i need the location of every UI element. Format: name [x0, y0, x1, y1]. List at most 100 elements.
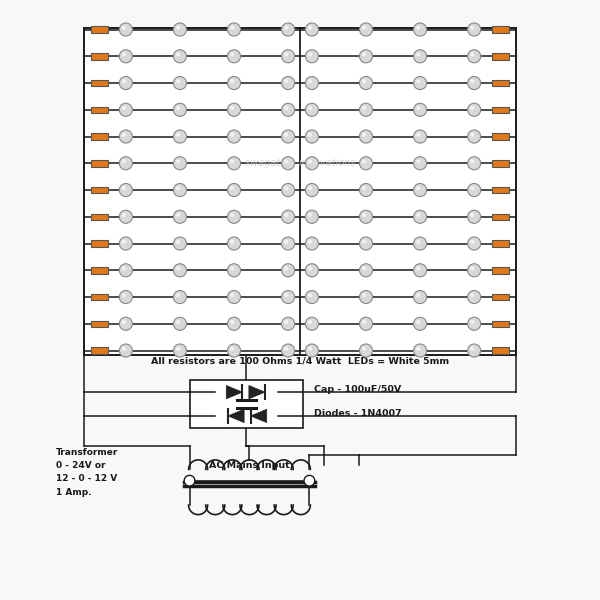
Circle shape: [470, 106, 475, 110]
Bar: [84, 28, 516, 355]
Circle shape: [308, 106, 312, 110]
Circle shape: [467, 157, 481, 170]
Circle shape: [305, 103, 319, 116]
Circle shape: [413, 237, 427, 250]
Circle shape: [305, 50, 319, 63]
Bar: [492, 187, 509, 193]
Circle shape: [308, 293, 312, 297]
Circle shape: [173, 23, 187, 36]
Circle shape: [230, 347, 234, 351]
Bar: [492, 214, 509, 220]
Circle shape: [184, 475, 195, 486]
Circle shape: [467, 237, 481, 250]
Circle shape: [304, 475, 315, 486]
Circle shape: [467, 103, 481, 116]
Bar: [91, 214, 108, 220]
Text: Cap - 100uF/50V: Cap - 100uF/50V: [314, 385, 401, 394]
Text: Diodes - 1N4007: Diodes - 1N4007: [314, 409, 401, 418]
Circle shape: [227, 23, 241, 36]
Bar: [91, 267, 108, 274]
Circle shape: [230, 106, 234, 110]
Circle shape: [284, 79, 289, 83]
Circle shape: [416, 320, 421, 324]
Circle shape: [467, 317, 481, 331]
Circle shape: [305, 76, 319, 89]
Bar: [91, 133, 108, 140]
Polygon shape: [226, 385, 242, 399]
Circle shape: [305, 344, 319, 357]
Circle shape: [284, 26, 289, 30]
Circle shape: [305, 290, 319, 304]
Circle shape: [308, 213, 312, 217]
Circle shape: [173, 344, 187, 357]
Circle shape: [122, 239, 126, 244]
Circle shape: [308, 186, 312, 190]
Circle shape: [227, 103, 241, 116]
Circle shape: [227, 210, 241, 223]
Circle shape: [227, 290, 241, 304]
Circle shape: [362, 186, 366, 190]
Text: swagatam innovations: swagatam innovations: [245, 158, 355, 168]
Circle shape: [176, 52, 180, 56]
Circle shape: [173, 317, 187, 331]
Circle shape: [416, 186, 421, 190]
Circle shape: [416, 347, 421, 351]
Circle shape: [176, 160, 180, 164]
Circle shape: [227, 157, 241, 170]
Circle shape: [227, 344, 241, 357]
Circle shape: [362, 133, 366, 137]
Circle shape: [470, 133, 475, 137]
Circle shape: [281, 130, 295, 143]
Circle shape: [281, 317, 295, 331]
Circle shape: [308, 133, 312, 137]
Circle shape: [413, 50, 427, 63]
Circle shape: [281, 290, 295, 304]
Circle shape: [284, 320, 289, 324]
Circle shape: [362, 266, 366, 271]
Circle shape: [416, 213, 421, 217]
Circle shape: [230, 52, 234, 56]
Circle shape: [413, 157, 427, 170]
Circle shape: [122, 79, 126, 83]
Bar: [492, 107, 509, 113]
Circle shape: [467, 130, 481, 143]
Circle shape: [284, 239, 289, 244]
Circle shape: [416, 239, 421, 244]
Bar: [91, 53, 108, 59]
Circle shape: [362, 26, 366, 30]
Circle shape: [122, 52, 126, 56]
Circle shape: [122, 320, 126, 324]
Circle shape: [308, 160, 312, 164]
Circle shape: [359, 317, 373, 331]
Circle shape: [284, 52, 289, 56]
Circle shape: [359, 50, 373, 63]
Circle shape: [470, 213, 475, 217]
Circle shape: [470, 52, 475, 56]
Circle shape: [173, 237, 187, 250]
Circle shape: [359, 103, 373, 116]
Circle shape: [119, 290, 133, 304]
Circle shape: [470, 266, 475, 271]
Circle shape: [176, 293, 180, 297]
Circle shape: [467, 344, 481, 357]
Circle shape: [176, 239, 180, 244]
Bar: [492, 53, 509, 59]
Circle shape: [281, 210, 295, 223]
Circle shape: [227, 130, 241, 143]
Bar: [91, 320, 108, 327]
Circle shape: [119, 344, 133, 357]
Circle shape: [122, 186, 126, 190]
Circle shape: [227, 184, 241, 197]
Bar: [492, 320, 509, 327]
Circle shape: [176, 213, 180, 217]
Circle shape: [359, 157, 373, 170]
Circle shape: [467, 290, 481, 304]
Circle shape: [119, 157, 133, 170]
Circle shape: [359, 264, 373, 277]
Circle shape: [305, 237, 319, 250]
Circle shape: [122, 347, 126, 351]
Circle shape: [281, 50, 295, 63]
Circle shape: [122, 133, 126, 137]
Circle shape: [359, 130, 373, 143]
Circle shape: [284, 106, 289, 110]
